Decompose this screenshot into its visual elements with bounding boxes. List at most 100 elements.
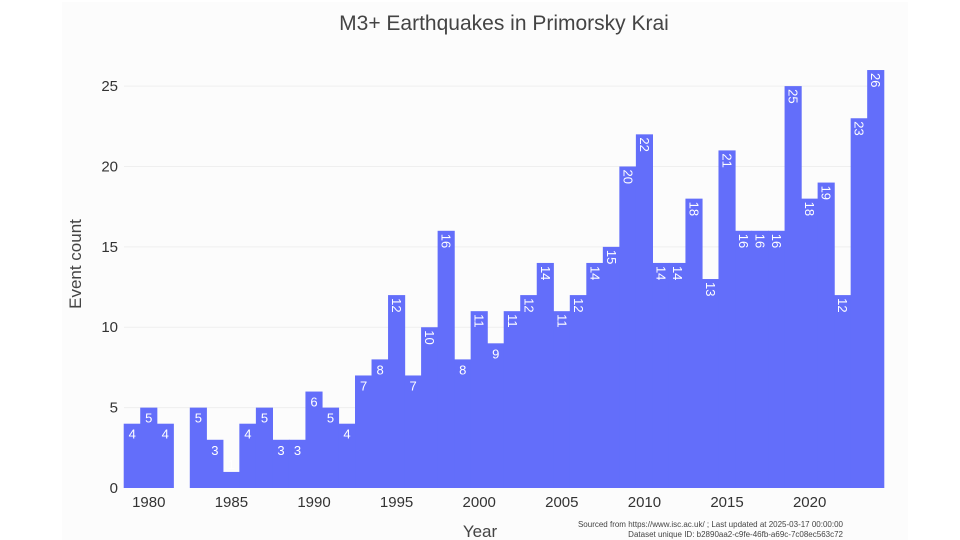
x-tick-label: 2010 [628,494,661,511]
bar [222,471,240,488]
x-tick-label: 2000 [463,494,496,511]
bar [635,134,653,488]
bar-label: 4 [162,427,169,442]
bar-label: 12 [571,298,586,312]
bar [668,262,687,488]
bar-label: 4 [244,427,251,442]
bar [834,295,852,488]
bar-label: 23 [852,121,867,135]
y-tick-label: 25 [101,78,118,95]
bar [586,262,604,488]
bar [701,279,720,488]
bar-label: 16 [439,234,454,248]
bar [503,311,521,488]
bar [140,407,158,488]
y-tick-label: 20 [101,158,118,175]
bar-label: 6 [310,395,317,410]
bar-label: 20 [620,169,635,183]
bar-label: 9 [492,346,499,361]
bar [768,230,786,488]
y-tick-label: 15 [101,239,118,256]
bar-label: 11 [554,314,569,328]
bar-label: 14 [653,266,668,280]
bar [321,407,340,488]
bar [867,70,885,489]
bar-label: 15 [604,250,619,264]
bar [553,311,571,488]
bar [817,182,835,488]
bar [850,118,868,488]
bar-label: 5 [327,411,334,426]
dataset-id-note: Dataset unique ID: b2890aa2-c9fe-46fb-a6… [628,530,843,539]
bar [189,407,207,488]
bar-label: 14 [670,266,685,280]
bar-label: 8 [376,362,383,377]
bar [437,230,455,488]
x-tick-label: 2015 [710,494,743,511]
x-axis-ticks: 1980 1985 1990 1995 2000 2005 2010 2015 2020 [132,494,826,511]
bar-label: 18 [802,202,817,216]
bar [784,86,802,488]
bar [421,327,439,488]
bar-label: 7 [410,378,417,393]
bar [536,262,554,488]
bar-label: 16 [753,234,768,248]
bar-label: 21 [720,153,735,167]
bar [470,311,488,488]
bar-label: 3 [211,443,218,458]
bar [685,198,703,488]
bar [255,407,273,488]
bar [718,150,736,488]
y-tick-label: 0 [110,480,118,497]
bar [156,423,174,488]
bar-label: 26 [868,73,883,87]
bar [735,230,753,488]
bar-label: 4 [129,427,136,442]
bar [569,295,587,488]
bar [288,439,307,488]
bar-label: 3 [277,443,284,458]
y-tick-label: 10 [101,319,118,336]
x-tick-label: 1995 [380,494,413,511]
x-tick-label: 1985 [215,494,248,511]
bar-label: 13 [703,282,718,296]
bar-label: 8 [459,362,466,377]
bar-label: 5 [145,411,152,426]
bar [272,439,290,488]
bar [239,423,257,488]
bar-label: 1 [228,457,235,472]
bar-label: 22 [637,137,652,151]
y-tick-label: 5 [110,400,118,417]
x-tick-label: 2020 [793,494,826,511]
y-axis-ticks: 0 5 10 15 20 25 [101,78,118,497]
bar [355,375,373,488]
bar-label: 11 [505,314,520,328]
bar-label: 12 [389,298,404,312]
bar [487,343,505,488]
bar [388,295,406,488]
bar-label: 18 [687,202,702,216]
bar-label: 7 [360,378,367,393]
bar [123,423,141,488]
bar-label: 3 [294,443,301,458]
bar [602,246,620,488]
bar-label: 5 [261,411,268,426]
x-tick-label: 2005 [545,494,578,511]
bar-label: 25 [786,89,801,103]
bar-label: 16 [769,234,784,248]
bars [123,70,885,489]
bar [338,423,356,488]
bar-label: 12 [835,298,850,312]
x-tick-label: 1990 [297,494,330,511]
bar [305,391,323,488]
x-tick-label: 1980 [132,494,165,511]
bar-label: 5 [195,411,202,426]
bar-label: 14 [538,266,553,280]
bar-label: 16 [736,234,751,248]
bar [652,262,670,488]
bar [454,359,472,488]
bar-label: 4 [343,427,350,442]
chart-title: M3+ Earthquakes in Primorsky Krai [339,12,669,35]
bar [619,166,637,488]
